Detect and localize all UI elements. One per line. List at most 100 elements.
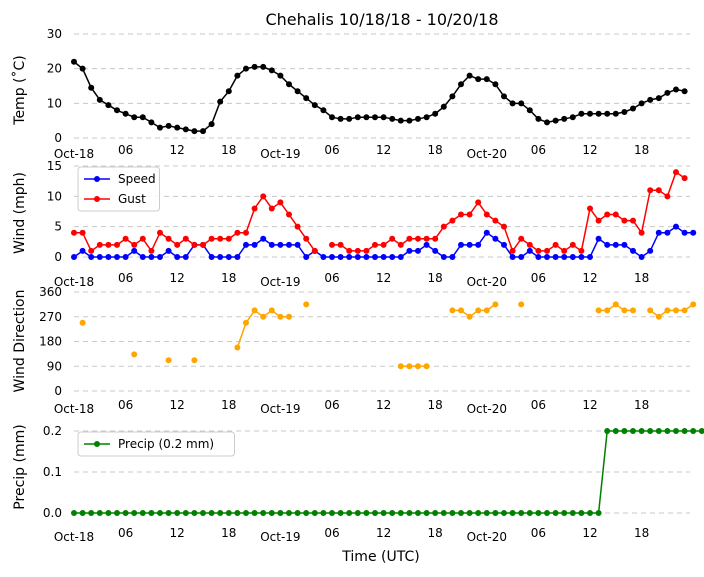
legend-marker [94, 176, 100, 182]
data-point [277, 510, 284, 516]
y-tick-label: 0.2 [43, 424, 62, 438]
data-point [595, 217, 602, 224]
data-point [466, 510, 473, 516]
data-point [423, 114, 430, 121]
data-point [501, 223, 507, 230]
data-point [397, 510, 404, 516]
data-point [535, 254, 542, 260]
data-point [372, 241, 378, 248]
data-point [320, 254, 327, 260]
data-point [655, 95, 662, 102]
x-tick-label: 18 [634, 398, 649, 412]
data-point [612, 110, 619, 117]
data-point [174, 124, 181, 131]
data-point [569, 241, 576, 248]
data-point [251, 307, 258, 314]
data-point [363, 254, 370, 260]
data-point [79, 510, 86, 516]
data-point [501, 510, 507, 516]
y-tick-label: 0 [54, 131, 62, 145]
data-point [354, 510, 361, 516]
legend: Precip (0.2 mm) [77, 431, 235, 457]
x-tick-label: 18 [221, 271, 236, 285]
data-point [673, 307, 679, 314]
panel-2: 0 90 180 270 360 Oct-18 06 12 18 Oct-19 06 12 18 Oct-… [12, 285, 697, 416]
data-point [475, 307, 482, 314]
data-point [329, 241, 335, 248]
data-point [638, 100, 645, 107]
x-tick-label: 06 [531, 398, 546, 412]
data-point [329, 114, 335, 121]
data-point [294, 510, 301, 516]
x-tick-label: 06 [118, 143, 133, 157]
y-tick-label: 0 [54, 250, 62, 264]
data-point [673, 223, 679, 230]
data-point [397, 363, 404, 370]
y-tick-label: 0.1 [43, 465, 62, 479]
data-point [122, 110, 129, 117]
data-point [552, 117, 559, 124]
data-point [406, 117, 413, 124]
data-point [174, 254, 181, 260]
data-point [174, 241, 181, 248]
data-point [415, 115, 421, 122]
legend-entry: Gust [118, 192, 146, 206]
x-tick-label: Oct-18 [54, 402, 94, 416]
data-point [423, 363, 430, 370]
data-point [638, 254, 645, 260]
data-point [346, 510, 353, 516]
data-point [105, 254, 112, 260]
data-point [114, 107, 120, 114]
legend-marker [94, 441, 100, 447]
data-point [286, 81, 292, 88]
data-point [200, 128, 206, 135]
data-point [458, 510, 464, 516]
data-point [423, 241, 430, 248]
data-point [139, 510, 146, 516]
data-point [372, 114, 378, 121]
data-point [561, 115, 568, 122]
data-point [182, 235, 189, 242]
data-point [96, 241, 103, 248]
data-point [466, 313, 473, 320]
x-tick-label: Oct-20 [467, 402, 507, 416]
data-point [638, 229, 645, 236]
x-tick-label: 06 [118, 398, 133, 412]
data-point [552, 254, 559, 260]
data-point [200, 241, 206, 248]
data-point [286, 313, 292, 320]
data-point [208, 510, 215, 516]
data-point [406, 363, 413, 370]
data-point [88, 247, 95, 254]
data-point [501, 241, 507, 248]
data-point [114, 241, 120, 248]
data-point [165, 357, 172, 364]
x-tick-label: 12 [376, 271, 391, 285]
data-point [200, 510, 206, 516]
data-point [406, 510, 413, 516]
data-point [526, 107, 533, 114]
x-tick-label: 06 [324, 271, 339, 285]
data-point [139, 235, 146, 242]
data-point [372, 510, 378, 516]
data-point [518, 510, 525, 516]
x-tick-label: Oct-19 [260, 275, 300, 289]
data-point [191, 357, 198, 364]
x-tick-label: 18 [428, 398, 443, 412]
data-point [105, 241, 112, 248]
data-point [165, 510, 172, 516]
data-point [346, 115, 353, 122]
data-point [630, 428, 636, 434]
data-point [475, 510, 482, 516]
data-point [251, 205, 258, 212]
x-tick-label: 06 [531, 526, 546, 540]
series-segment [236, 322, 247, 348]
data-point [432, 247, 439, 254]
data-point [363, 510, 370, 516]
data-point [234, 510, 241, 516]
data-point [71, 229, 77, 236]
data-point [664, 193, 671, 200]
x-axis-label: Time (UTC) [341, 549, 419, 565]
data-point [578, 247, 585, 254]
data-point [673, 169, 679, 176]
